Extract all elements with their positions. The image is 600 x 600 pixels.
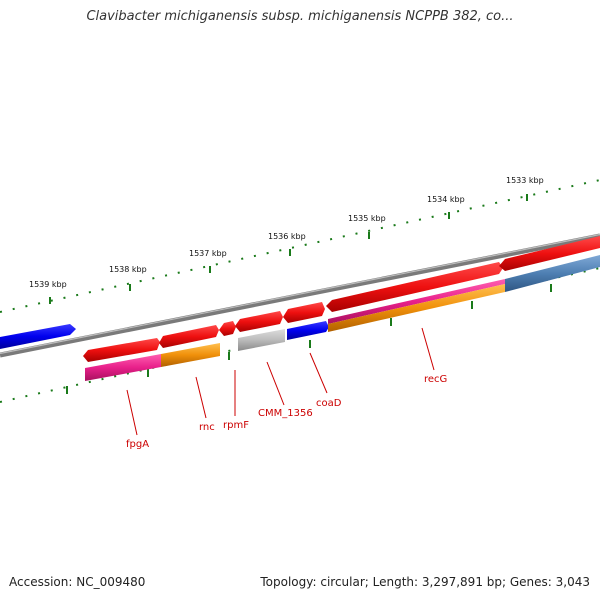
gene-label-rpmF: rpmF [223,420,249,431]
gene-arrow-coaD-reverse[interactable] [287,321,329,340]
cog-track [85,255,600,381]
tick-label: 1535 kbp [348,214,386,223]
cog-block-rnc[interactable] [161,343,220,367]
callout-line-CMM_1356 [266,361,285,406]
callouts [126,327,435,436]
outer-scale-dots [0,179,600,313]
gene-label-recG: recG [424,374,447,385]
gene-label-fpgA: fpgA [126,439,149,450]
gene-arrow-recG[interactable] [326,262,503,312]
forward-gene-track [83,236,600,362]
tick-label: 1536 kbp [268,232,306,241]
gene-label-coaD: coaD [316,398,342,409]
cog-block-steelblue[interactable] [505,255,600,292]
genome-backbone-highlight [0,233,600,355]
tick-label: 1539 kbp [29,280,67,289]
inner-scale [0,267,600,403]
gene-arrow-rpmF[interactable] [219,321,236,336]
tick-label: 1533 kbp [506,176,544,185]
cog-block-recG-magenta[interactable] [328,279,505,324]
tick-label: 1538 kbp [109,265,147,274]
callout-line-recG [421,327,435,371]
callout-line-rnc [195,376,207,419]
tick-label: 1534 kbp [427,195,465,204]
tick-label: 1537 kbp [189,249,227,258]
outer-scale: 1539 kbp 1538 kbp 1537 kbp 1536 kbp 1535… [0,176,600,313]
gene-arrow-next[interactable] [499,236,600,271]
gene-label-rnc: rnc [199,422,215,433]
gene-label-CMM_1356: CMM_1356 [258,408,313,419]
genome-summary-text: Topology: circular; Length: 3,297,891 bp… [260,575,590,589]
map-title: Clavibacter michiganensis subsp. michiga… [86,9,514,24]
accession-text: Accession: NC_009480 [9,575,146,589]
gene-arrow-CMM_1356[interactable] [238,329,285,351]
gene-arrow-hypothetical[interactable] [235,311,283,332]
reverse-gene-arrow[interactable] [0,324,76,349]
callout-line-coaD [309,352,328,394]
cog-block-recG-orange[interactable] [328,284,505,332]
callout-line-fpgA [126,389,138,436]
gene-arrow-fpgA[interactable] [83,338,160,362]
gene-arrow-rnc[interactable] [159,325,219,348]
genome-backbone [0,233,600,358]
cog-block-fpgA[interactable] [85,354,161,381]
gene-arrow-coaD[interactable] [283,302,325,323]
